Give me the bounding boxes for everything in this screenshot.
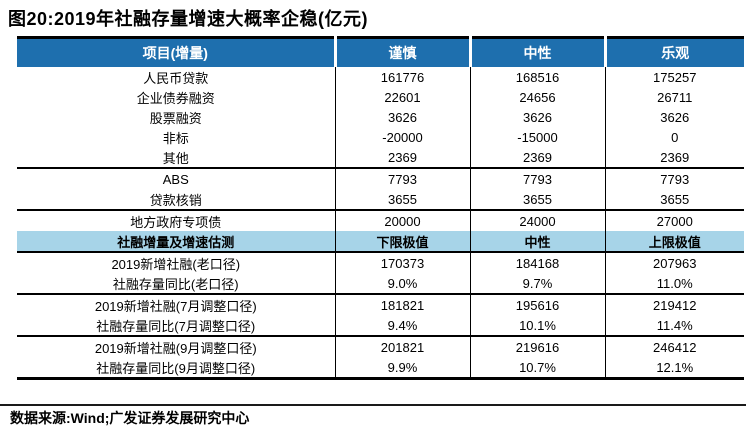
value-cell: 24656 [469, 87, 605, 107]
table-row: 2019新增社融(9月调整口径) 201821 219616 246412 [17, 335, 744, 357]
value-cell: 7793 [334, 167, 470, 189]
row-label-cell: 社融存量同比(7月调整口径) [96, 318, 256, 334]
table-row: 地方政府专项债 20000 24000 27000 [17, 209, 744, 231]
footer-divider [0, 404, 746, 406]
value-cell: 10.1% [469, 315, 605, 336]
value-cell: 22601 [334, 87, 470, 107]
row-label-cell: 地方政府专项债 [17, 209, 335, 231]
row-label-cell: 人民币贷款 [143, 70, 209, 86]
value-cell: 3655 [604, 189, 744, 210]
table-row: 股票融资 3626 3626 3626 [17, 107, 744, 127]
subheader-lower-bound: 下限极值 [334, 231, 470, 253]
row-label-cell: 企业债券融资 [136, 90, 215, 106]
row-label-cell: 2019新增社融(9月调整口径) [17, 335, 335, 357]
row-label-cell: 社融存量同比(老口径) [112, 276, 239, 292]
table-row: ABS 7793 7793 7793 [17, 167, 744, 189]
value-cell: 246412 [604, 335, 744, 357]
row-label-cell: 股票融资 [149, 110, 202, 126]
table-row: 企业债券融资 22601 24656 26711 [17, 87, 744, 107]
figure-title: 图20:2019年社融存量增速大概率企稳(亿元) [8, 9, 369, 29]
value-cell: 26711 [604, 87, 744, 107]
value-cell: 3655 [334, 189, 470, 210]
row-label-cell: 其他 [162, 150, 189, 166]
value-cell: 7793 [604, 167, 744, 189]
value-cell: 12.1% [604, 357, 744, 380]
row-label-cell: 非标 [162, 130, 189, 146]
value-cell: 2369 [604, 147, 744, 168]
table-row: 社融存量同比(7月调整口径) 9.4% 10.1% 11.4% [17, 315, 744, 336]
table-row: 社融存量同比(9月调整口径) 9.9% 10.7% 12.1% [17, 357, 744, 380]
value-cell: 3626 [604, 107, 744, 127]
subheader-neutral: 中性 [469, 231, 605, 253]
table-row: 社融存量同比(老口径) 9.0% 9.7% 11.0% [17, 273, 744, 294]
value-cell: 207963 [604, 252, 744, 273]
table-row: 非标 -20000 -15000 0 [17, 127, 744, 147]
value-cell: 9.0% [334, 273, 470, 294]
subheader-section-title: 社融增量及增速估测 [17, 231, 335, 253]
column-header-item: 项目(增量) [17, 37, 335, 67]
row-label-cell: 贷款核销 [149, 192, 202, 208]
value-cell: 3626 [469, 107, 605, 127]
value-cell: 27000 [604, 209, 744, 231]
value-cell: -15000 [469, 127, 605, 147]
data-source: 数据来源:Wind;广发证券发展研究中心 [10, 410, 250, 426]
value-cell: 9.4% [334, 315, 470, 336]
value-cell: 219616 [469, 335, 605, 357]
row-label-cell: 社融存量同比(9月调整口径) [17, 357, 335, 380]
value-cell: 195616 [469, 293, 605, 315]
value-cell: 181821 [334, 293, 470, 315]
value-cell: 170373 [334, 252, 470, 273]
row-label-cell: 2019新增社融(老口径) [111, 256, 241, 272]
value-cell: -20000 [334, 127, 470, 147]
column-header-neutral: 中性 [468, 37, 605, 67]
subheader-upper-bound: 上限极值 [604, 231, 744, 253]
column-header-optimistic: 乐观 [603, 37, 744, 67]
value-cell: 161776 [334, 67, 470, 87]
value-cell: 24000 [469, 209, 605, 231]
table-subheader-row: 社融增量及增速估测 下限极值 中性 上限极值 [17, 231, 744, 253]
value-cell: 9.9% [334, 357, 470, 380]
value-cell: 184168 [469, 252, 605, 273]
value-cell: 7793 [469, 167, 605, 189]
value-cell: 219412 [604, 293, 744, 315]
row-label-cell: 2019新增社融(7月调整口径) [17, 293, 335, 315]
table-header-row: 项目(增量) 谨慎 中性 乐观 [17, 37, 744, 67]
value-cell: 2369 [469, 147, 605, 168]
value-cell: 20000 [334, 209, 470, 231]
value-cell: 201821 [334, 335, 470, 357]
value-cell: 9.7% [469, 273, 605, 294]
value-cell: 3655 [469, 189, 605, 210]
table-row: 其他 2369 2369 2369 [17, 147, 744, 168]
value-cell: 3626 [334, 107, 470, 127]
value-cell: 2369 [334, 147, 470, 168]
table-row: 贷款核销 3655 3655 3655 [17, 189, 744, 210]
column-header-cautious: 谨慎 [333, 37, 470, 67]
table-row: 2019新增社融(7月调整口径) 181821 195616 219412 [17, 293, 744, 315]
table-row: 2019新增社融(老口径) 170373 184168 207963 [17, 252, 744, 273]
table-row: 人民币贷款 161776 168516 175257 [17, 67, 744, 87]
value-cell: 0 [604, 127, 744, 147]
row-label-cell: ABS [17, 167, 335, 189]
value-cell: 11.4% [604, 315, 744, 336]
value-cell: 10.7% [469, 357, 605, 380]
value-cell: 11.0% [604, 273, 744, 294]
value-cell: 175257 [604, 67, 744, 87]
value-cell: 168516 [469, 67, 605, 87]
social-financing-table: 项目(增量) 谨慎 中性 乐观 人民币贷款 161776 168516 1752… [17, 36, 744, 380]
